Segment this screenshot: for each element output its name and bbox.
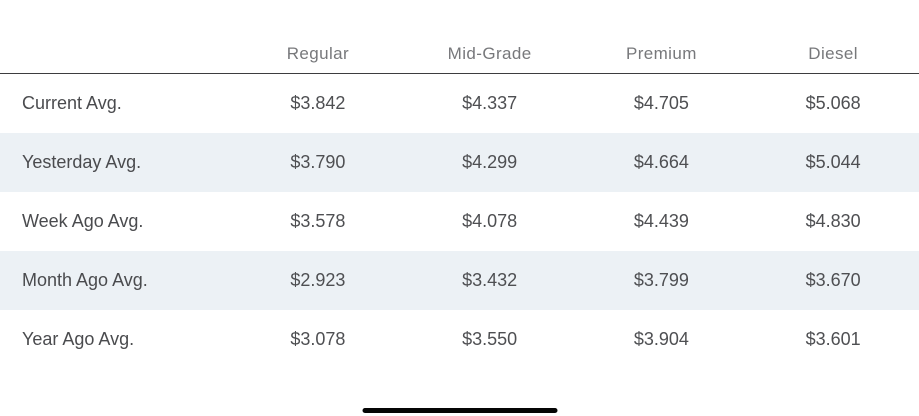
table-cell: $3.842 [290,93,346,113]
column-header-regular: Regular [286,44,350,63]
row-label: Yesterday Avg. [22,152,142,172]
table-cell: $4.705 [633,93,689,113]
table-cell: $2.923 [290,270,346,290]
home-indicator-bar[interactable] [362,408,557,413]
row-label: Month Ago Avg. [22,270,148,290]
table-row-week-ago-avg: Week Ago Avg. $3.578 $4.078 $4.439 $4.83… [0,192,919,251]
column-header-premium: Premium [625,44,697,63]
table-row-yesterday-avg: Yesterday Avg. $3.790 $4.299 $4.664 $5.0… [0,133,919,192]
table-cell: $3.578 [290,211,346,231]
column-header-diesel: Diesel [808,44,858,63]
table-cell: $5.044 [805,152,861,172]
table-cell: $4.664 [633,152,689,172]
table-cell: $4.078 [462,211,518,231]
table-cell: $3.790 [290,152,346,172]
table-row-month-ago-avg: Month Ago Avg. $2.923 $3.432 $3.799 $3.6… [0,251,919,310]
table-cell: $4.299 [462,152,518,172]
table-cell: $3.078 [290,329,346,349]
table-cell: $3.670 [805,270,861,290]
row-label: Year Ago Avg. [22,329,135,349]
table-cell: $5.068 [805,93,861,113]
table-cell: $3.601 [805,329,861,349]
table-row-year-ago-avg: Year Ago Avg. $3.078 $3.550 $3.904 $3.60… [0,310,919,369]
row-label: Current Avg. [22,93,122,113]
header-corner-cell [0,64,232,73]
table-cell: $3.550 [462,329,518,349]
table-cell: $4.830 [805,211,861,231]
table-cell: $3.432 [462,270,518,290]
table-cell: $4.439 [633,211,689,231]
column-header-midgrade: Mid-Grade [447,44,532,63]
table-row-current-avg: Current Avg. $3.842 $4.337 $4.705 $5.068 [0,74,919,133]
table-cell: $3.904 [633,329,689,349]
table-cell: $3.799 [633,270,689,290]
gas-price-table: Regular Mid-Grade Premium Diesel Current… [0,0,919,369]
row-label: Week Ago Avg. [22,211,144,231]
table-cell: $4.337 [462,93,518,113]
table-header-row: Regular Mid-Grade Premium Diesel [0,0,919,74]
